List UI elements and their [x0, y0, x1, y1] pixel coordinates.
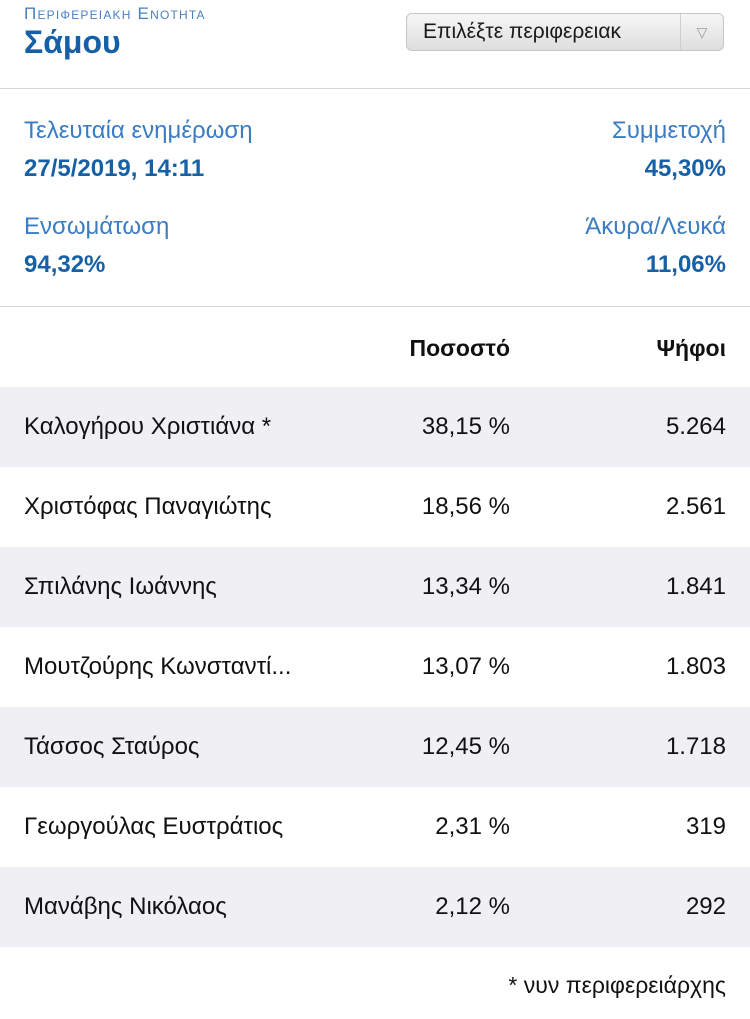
- invalid-stat: Άκυρα/Λευκά 11,06%: [386, 211, 726, 283]
- candidate-votes: 1.803: [665, 653, 726, 680]
- candidate-percent: 12,45 %: [421, 733, 510, 760]
- invalid-label: Άκυρα/Λευκά: [585, 213, 726, 240]
- table-row: Γεωργούλας Ευστράτιος 2,31 % 319: [0, 787, 750, 867]
- stats-panel: Τελευταία ενημέρωση 27/5/2019, 14:11 Συμ…: [0, 89, 750, 307]
- results-table-header: Ποσοστό Ψήφοι: [0, 307, 750, 387]
- candidate-percent: 13,07 %: [421, 653, 510, 680]
- region-kicker: Περιφερειακη Ενοτητα: [24, 4, 206, 23]
- candidate-name: Μουτζούρης Κωνσταντί...: [24, 653, 292, 680]
- percent-column-header: Ποσοστό: [409, 335, 511, 361]
- candidate-name: Γεωργούλας Ευστράτιος: [24, 813, 284, 840]
- candidate-votes: 1.841: [665, 573, 726, 600]
- last-update-stat: Τελευταία ενημέρωση 27/5/2019, 14:11: [24, 115, 364, 187]
- region-select-label: Επιλέξτε περιφερειακ: [423, 20, 621, 43]
- table-row: Καλογήρου Χριστιάνα * 38,15 % 5.264: [0, 387, 750, 467]
- region-header: Περιφερειακη Ενοτητα Σάμου Επιλέξτε περι…: [0, 0, 750, 89]
- integration-value: 94,32%: [24, 251, 106, 278]
- candidate-name: Τάσσος Σταύρος: [24, 733, 200, 760]
- region-title: Σάμου: [24, 24, 121, 60]
- table-row: Σπιλάνης Ιωάννης 13,34 % 1.841: [0, 547, 750, 627]
- last-update-label: Τελευταία ενημέρωση: [24, 117, 253, 144]
- table-row: Μανάβης Νικόλαος 2,12 % 292: [0, 867, 750, 947]
- last-update-value: 27/5/2019, 14:11: [24, 155, 205, 182]
- candidate-name: Χριστόφας Παναγιώτης: [24, 493, 272, 520]
- candidate-votes: 319: [685, 813, 726, 840]
- candidate-percent: 38,15 %: [421, 413, 510, 440]
- candidate-name: Καλογήρου Χριστιάνα *: [24, 413, 272, 440]
- region-select[interactable]: Επιλέξτε περιφερειακ ▽: [406, 13, 724, 51]
- candidate-votes: 2.561: [665, 493, 726, 520]
- candidate-percent: 18,56 %: [421, 493, 510, 520]
- candidate-percent: 2,12 %: [435, 893, 510, 920]
- table-row: Χριστόφας Παναγιώτης 18,56 % 2.561: [0, 467, 750, 547]
- candidate-percent: 13,34 %: [421, 573, 510, 600]
- table-row: Τάσσος Σταύρος 12,45 % 1.718: [0, 707, 750, 787]
- turnout-stat: Συμμετοχή 45,30%: [386, 115, 726, 187]
- candidate-percent: 2,31 %: [435, 813, 510, 840]
- integration-label: Ενσωμάτωση: [24, 213, 170, 240]
- results-table: Καλογήρου Χριστιάνα * 38,15 % 5.264 Χρισ…: [0, 387, 750, 947]
- candidate-votes: 1.718: [665, 733, 726, 760]
- candidate-votes: 292: [685, 893, 726, 920]
- chevron-down-icon: ▽: [680, 14, 723, 50]
- footnote: * νυν περιφερειάρχης: [508, 972, 726, 998]
- invalid-value: 11,06%: [645, 251, 726, 278]
- table-row: Μουτζούρης Κωνσταντί... 13,07 % 1.803: [0, 627, 750, 707]
- integration-stat: Ενσωμάτωση 94,32%: [24, 211, 364, 283]
- candidate-name: Μανάβης Νικόλαος: [24, 893, 227, 920]
- votes-column-header: Ψήφοι: [656, 335, 726, 361]
- candidate-name: Σπιλάνης Ιωάννης: [24, 573, 217, 600]
- turnout-value: 45,30%: [644, 155, 726, 182]
- turnout-label: Συμμετοχή: [611, 117, 726, 144]
- candidate-votes: 5.264: [665, 413, 726, 440]
